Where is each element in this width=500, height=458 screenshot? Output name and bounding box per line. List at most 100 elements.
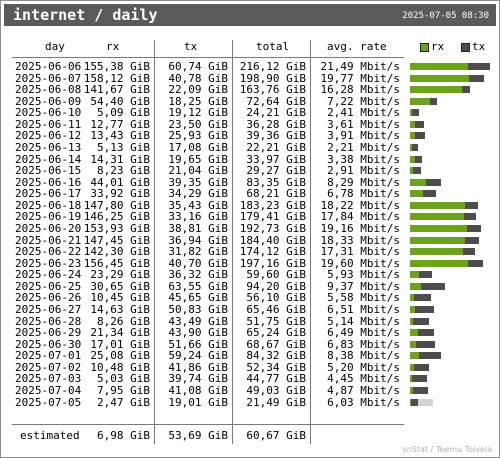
table-row: 2025-06-18 147,80 GiB 35,43 GiB 183,23 GiB 1… — [0, 200, 500, 212]
tx-cell: 19,65 GiB — [168, 153, 228, 166]
table-row: 2025-06-07 158,12 GiB 40,78 GiB 198,90 GiB 1… — [0, 73, 500, 85]
total-cell: 216,12 GiB — [239, 60, 306, 73]
rx-cell: 10,45 GiB — [90, 291, 150, 304]
day-cell: 2025-06-17 — [15, 187, 82, 200]
rx-cell: 14,63 GiB — [90, 303, 150, 316]
tx-cell: 31,82 GiB — [168, 245, 228, 258]
rate-cell: 6,03 Mbit/s — [327, 396, 400, 409]
rx-bar — [410, 121, 415, 128]
day-cell: 2025-06-11 — [15, 118, 82, 131]
tx-bar — [412, 144, 418, 151]
rx-bar — [410, 306, 415, 313]
rx-cell: 8,26 GiB — [97, 315, 150, 328]
rate-cell: 6,83 Mbit/s — [327, 338, 400, 351]
total-cell: 174,12 GiB — [239, 245, 306, 258]
day-cell: 2025-06-06 — [15, 60, 82, 73]
rx-bar — [410, 179, 426, 186]
table-row: 2025-06-08 141,67 GiB 22,09 GiB 163,76 GiB 1… — [0, 84, 500, 96]
tx-cell: 60,74 GiB — [168, 60, 228, 73]
table-row: 2025-06-26 10,45 GiB 45,65 GiB 56,10 GiB 5,5… — [0, 292, 500, 304]
tx-cell: 18,25 GiB — [168, 95, 228, 108]
rate-cell: 4,45 Mbit/s — [327, 372, 400, 385]
day-cell: 2025-06-28 — [15, 315, 82, 328]
day-cell: 2025-06-12 — [15, 129, 82, 142]
estimate-separator — [12, 424, 404, 425]
rx-cell: 33,92 GiB — [90, 187, 150, 200]
table-row: 2025-06-29 21,34 GiB 43,90 GiB 65,24 GiB 6,4… — [0, 327, 500, 339]
day-cell: 2025-07-04 — [15, 384, 82, 397]
rx-cell: 12,77 GiB — [90, 118, 150, 131]
tx-cell: 33,16 GiB — [168, 210, 228, 223]
total-cell: 94,20 GiB — [246, 280, 306, 293]
legend-tx-swatch — [461, 43, 470, 52]
rx-bar — [410, 167, 413, 174]
tx-cell: 40,78 GiB — [168, 72, 228, 85]
header-tx: tx — [184, 40, 198, 53]
rate-cell: 5,58 Mbit/s — [327, 291, 400, 304]
tx-cell: 22,09 GiB — [168, 83, 228, 96]
tx-cell: 25,93 GiB — [168, 129, 228, 142]
total-cell: 83,35 GiB — [246, 176, 306, 189]
rx-cell: 142,30 GiB — [83, 245, 150, 258]
total-cell: 163,76 GiB — [239, 83, 306, 96]
rate-cell: 2,91 Mbit/s — [327, 164, 400, 177]
rx-bar — [410, 213, 464, 220]
page-title: internet / daily — [13, 6, 158, 24]
title-bar: internet / daily 2025-07-05 08:30 — [4, 4, 496, 26]
total-cell: 49,03 GiB — [246, 384, 306, 397]
rate-cell: 17,84 Mbit/s — [320, 210, 400, 223]
tx-cell: 34,29 GiB — [168, 187, 228, 200]
rx-cell: 2,47 GiB — [97, 396, 150, 409]
total-cell: 68,21 GiB — [246, 187, 306, 200]
rx-bar — [410, 271, 419, 278]
total-cell: 39,36 GiB — [246, 129, 306, 142]
rate-cell: 4,87 Mbit/s — [327, 384, 400, 397]
day-cell: 2025-06-22 — [15, 245, 82, 258]
total-cell: 21,49 GiB — [246, 396, 306, 409]
tx-cell: 19,12 GiB — [168, 106, 228, 119]
tx-bar — [415, 156, 422, 163]
rx-cell: 146,25 GiB — [83, 210, 150, 223]
tx-bar — [421, 283, 445, 290]
column-divider — [310, 40, 311, 444]
tx-cell: 50,83 GiB — [168, 303, 228, 316]
rate-cell: 9,37 Mbit/s — [327, 280, 400, 293]
rate-cell: 5,93 Mbit/s — [327, 268, 400, 281]
table-row: 2025-06-28 8,26 GiB 43,49 GiB 51,75 GiB 5,14… — [0, 316, 500, 328]
rate-cell: 3,61 Mbit/s — [327, 118, 400, 131]
total-cell: 84,32 GiB — [246, 349, 306, 362]
day-cell: 2025-06-24 — [15, 268, 82, 281]
rx-cell: 14,31 GiB — [90, 153, 150, 166]
tx-bar — [465, 237, 479, 244]
total-cell: 65,46 GiB — [246, 303, 306, 316]
day-cell: 2025-06-16 — [15, 176, 82, 189]
tx-bar — [465, 202, 478, 209]
tx-bar — [419, 352, 441, 359]
rx-cell: 21,34 GiB — [90, 326, 150, 339]
header-separator — [12, 57, 404, 58]
table-row: 2025-06-27 14,63 GiB 50,83 GiB 65,46 GiB 6,5… — [0, 304, 500, 316]
rate-cell: 8,38 Mbit/s — [327, 349, 400, 362]
table-row: 2025-06-16 44,01 GiB 39,35 GiB 83,35 GiB 8,2… — [0, 177, 500, 189]
tx-bar — [419, 271, 432, 278]
total-cell: 183,23 GiB — [239, 199, 306, 212]
tx-bar — [469, 75, 484, 82]
total-cell: 197,16 GiB — [239, 257, 306, 270]
rx-bar — [410, 156, 415, 163]
tx-cell: 51,66 GiB — [168, 338, 228, 351]
tx-cell: 19,01 GiB — [168, 396, 228, 409]
rx-cell: 10,48 GiB — [90, 361, 150, 374]
rx-cell: 44,01 GiB — [90, 176, 150, 189]
rate-cell: 19,77 Mbit/s — [320, 72, 400, 85]
tx-bar — [414, 364, 429, 371]
total-cell: 198,90 GiB — [239, 72, 306, 85]
tx-cell: 63,55 GiB — [168, 280, 228, 293]
tx-bar — [415, 306, 434, 313]
tx-bar — [430, 98, 437, 105]
rx-cell: 147,80 GiB — [83, 199, 150, 212]
tx-cell: 40,70 GiB — [168, 257, 228, 270]
rx-cell: 158,12 GiB — [83, 72, 150, 85]
day-cell: 2025-06-30 — [15, 338, 82, 351]
table-row: 2025-07-05 2,47 GiB 19,01 GiB 21,49 GiB 6,03… — [0, 397, 500, 409]
table-row: 2025-06-13 5,13 GiB 17,08 GiB 22,21 GiB 2,21… — [0, 142, 500, 154]
